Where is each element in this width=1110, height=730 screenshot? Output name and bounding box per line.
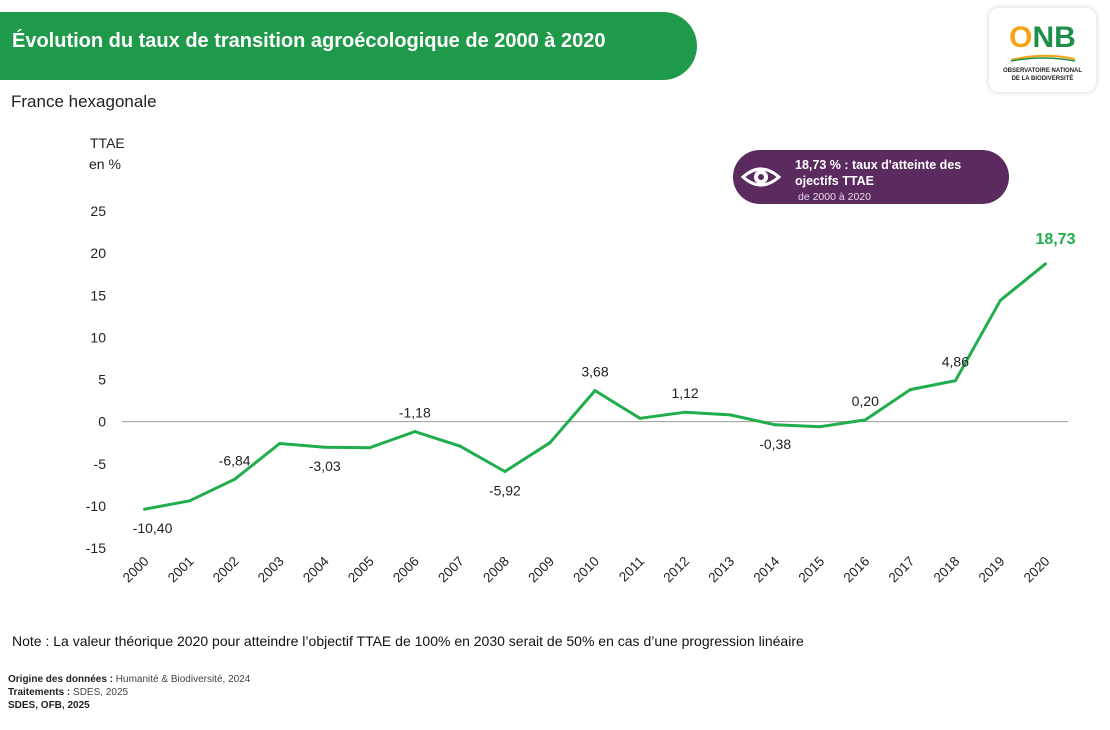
data-label: -1,18: [399, 405, 431, 421]
data-point: [233, 477, 237, 481]
chart-note: Note : La valeur théorique 2020 pour att…: [12, 633, 804, 649]
series-line: [144, 262, 1047, 511]
x-tick-label: 2002: [210, 554, 242, 586]
logo-swoosh-icon: [1011, 54, 1075, 62]
data-point: [188, 499, 192, 503]
x-tick-label: 2005: [345, 554, 377, 586]
data-label: -10,40: [133, 520, 173, 536]
x-tick-label: 2014: [750, 553, 782, 585]
data-point: [638, 416, 642, 420]
y-axis-label-line1: TTAE: [90, 135, 125, 151]
x-tick-label: 2011: [616, 554, 647, 585]
callout-text-line3: de 2000 à 2020: [798, 191, 871, 203]
data-point: [773, 423, 777, 427]
x-tick-label: 2015: [796, 554, 828, 586]
data-point: [143, 507, 147, 511]
eye-icon: [740, 167, 782, 187]
data-point: [593, 389, 597, 393]
y-tick-label: 0: [98, 414, 106, 430]
x-tick-label: 2012: [660, 554, 692, 586]
logo-letters-nb: NB: [1032, 21, 1076, 54]
callout-badge: 18,73 % : taux d'atteinte des ojectifs T…: [733, 150, 1009, 204]
data-label: 18,73: [1035, 231, 1075, 248]
data-point: [863, 418, 867, 422]
data-label: -6,84: [219, 452, 251, 468]
x-tick-label: 2006: [390, 554, 422, 586]
source-box: Origine des données : Humanité & Biodive…: [0, 665, 296, 725]
x-tick-label: 2009: [525, 554, 557, 586]
callout-text-line2: ojectifs TTAE: [795, 174, 874, 188]
y-tick-label: -15: [86, 540, 106, 556]
data-point: [1043, 262, 1047, 266]
data-point: [998, 298, 1002, 302]
x-tick-label: 2020: [1021, 554, 1053, 586]
x-tick-label: 2000: [120, 554, 152, 586]
data-label: -5,92: [489, 483, 521, 499]
logo-letter-o: O: [1009, 21, 1033, 54]
data-point: [368, 446, 372, 450]
x-tick-label: 2013: [705, 554, 737, 586]
logo-wordmark: ONB: [989, 21, 1096, 55]
data-point: [728, 413, 732, 417]
source-treatment-label: Traitements :: [8, 687, 71, 698]
x-tick-label: 2008: [480, 554, 512, 586]
x-tick-label: 2010: [570, 554, 602, 586]
data-label: 4,86: [942, 354, 969, 370]
data-point: [323, 445, 327, 449]
y-tick-label: 15: [90, 287, 106, 303]
data-label: 0,20: [852, 393, 879, 409]
x-tick-label: 2016: [841, 554, 873, 586]
data-point: [953, 379, 957, 383]
logo-subtitle-line2: DE LA BIODIVERSITÉ: [1011, 76, 1074, 82]
page-title: Évolution du taux de transition agroécol…: [12, 30, 606, 52]
x-tick-label: 2003: [255, 554, 287, 586]
y-tick-label: 25: [90, 203, 106, 219]
x-tick-label: 2001: [165, 554, 197, 586]
y-tick-label: 5: [98, 372, 106, 388]
data-point: [908, 388, 912, 392]
y-tick-label: 10: [90, 329, 106, 345]
data-label: 3,68: [581, 364, 608, 380]
x-tick-label: 2007: [435, 554, 467, 586]
data-point: [818, 425, 822, 429]
data-point: [458, 444, 462, 448]
page-subtitle: France hexagonale: [11, 92, 157, 111]
callout-text-line1: 18,73 % : taux d'atteinte des: [795, 158, 962, 172]
source-treatment-value: SDES, 2025: [70, 687, 129, 698]
x-tick-label: 2018: [931, 554, 963, 586]
y-tick-label: 20: [90, 245, 106, 261]
data-point: [503, 470, 507, 474]
x-tick-label: 2004: [300, 553, 332, 585]
data-label: -0,38: [759, 436, 791, 452]
source-origin-label: Origine des données :: [8, 674, 114, 685]
data-point: [548, 441, 552, 445]
data-point: [278, 442, 282, 446]
source-origin: Origine des données : Humanité & Biodive…: [8, 674, 250, 685]
source-credit: SDES, OFB, 2025: [8, 700, 90, 711]
source-treatment: Traitements : SDES, 2025: [8, 687, 128, 698]
y-axis-label-line2: en %: [89, 156, 121, 172]
x-tick-label: 2019: [976, 554, 1008, 586]
source-origin-value: Humanité & Biodiversité, 2024: [113, 674, 251, 685]
onb-logo: ONB OBSERVATOIRE NATIONAL DE LA BIODIVER…: [989, 8, 1096, 92]
data-label: -3,03: [309, 458, 341, 474]
data-point: [413, 430, 417, 434]
x-tick-label: 2017: [886, 554, 918, 586]
data-point: [683, 410, 687, 414]
y-tick-label: -10: [86, 498, 106, 514]
logo-subtitle-line1: OBSERVATOIRE NATIONAL: [1002, 68, 1083, 74]
title-banner: [0, 12, 697, 80]
data-label: 1,12: [671, 385, 698, 401]
y-tick-label: -5: [94, 456, 107, 472]
